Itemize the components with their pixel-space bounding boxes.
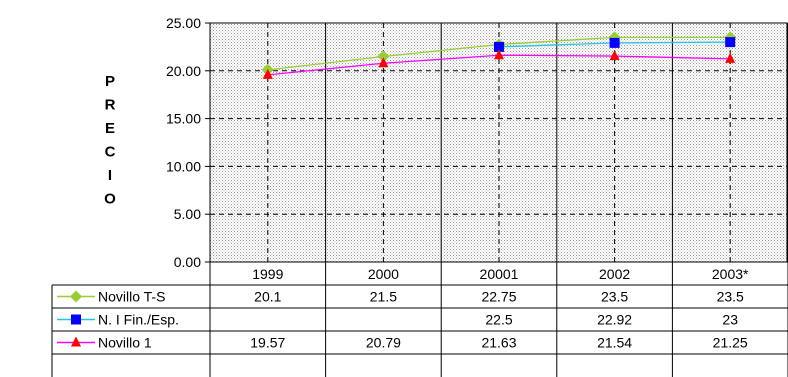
series-3-point xyxy=(262,68,273,79)
series-3-point xyxy=(609,50,620,61)
y-tick-label: 20.00 xyxy=(166,63,201,79)
y-tick-label: 15.00 xyxy=(166,111,201,127)
x-category-label: 20001 xyxy=(480,266,519,282)
legend-label: N. I Fin./Esp. xyxy=(98,312,179,328)
x-category-label: 2000 xyxy=(368,266,399,282)
table-cell-value: 23.5 xyxy=(717,289,744,305)
series-3-point xyxy=(725,52,736,63)
table-cell-value: 21.54 xyxy=(597,335,632,351)
series-2-point xyxy=(494,41,504,52)
table-cell-value: 22.5 xyxy=(485,312,512,328)
table-cell-value: 20.1 xyxy=(254,289,281,305)
legend-marker-2 xyxy=(71,314,81,325)
y-axis-label-letter: C xyxy=(105,144,116,161)
table-cell-value: 19.57 xyxy=(250,335,285,351)
table-cell-value: 21.5 xyxy=(370,289,397,305)
series-3-point xyxy=(378,57,389,68)
y-axis-label-letter: E xyxy=(105,120,115,137)
table-cell-value: 22.75 xyxy=(481,289,516,305)
series-2-point xyxy=(725,37,736,48)
series-3-point xyxy=(494,49,504,60)
x-category-label: 1999 xyxy=(252,266,283,282)
y-axis-label-letter: I xyxy=(108,167,112,184)
y-tick-label: 10.00 xyxy=(166,158,201,174)
legend-label: Novillo T-S xyxy=(98,289,165,305)
y-tick-label: 0.00 xyxy=(174,254,201,270)
table-cell-value: 21.63 xyxy=(481,335,516,351)
x-category-label: 2003* xyxy=(712,266,749,282)
y-axis-label-letter: R xyxy=(105,97,116,114)
series-1-point xyxy=(377,50,390,63)
table-cell-value: 20.79 xyxy=(366,335,401,351)
table-cell-value: 21.25 xyxy=(713,335,748,351)
table-cell-value: 23.5 xyxy=(601,289,628,305)
legend-marker-1 xyxy=(70,290,82,303)
x-category-label: 2002 xyxy=(599,266,630,282)
y-axis-label-letter: P xyxy=(105,73,115,90)
table-cell-value: 23 xyxy=(722,312,738,328)
series-2-point xyxy=(609,37,620,48)
table-cell-value: 22.92 xyxy=(597,312,632,328)
y-tick-label: 5.00 xyxy=(174,206,201,222)
y-tick-label: 25.00 xyxy=(166,15,201,31)
legend-label: Novillo 1 xyxy=(98,335,152,351)
y-axis-label-letter: O xyxy=(104,191,116,208)
legend-marker-3 xyxy=(71,336,81,347)
